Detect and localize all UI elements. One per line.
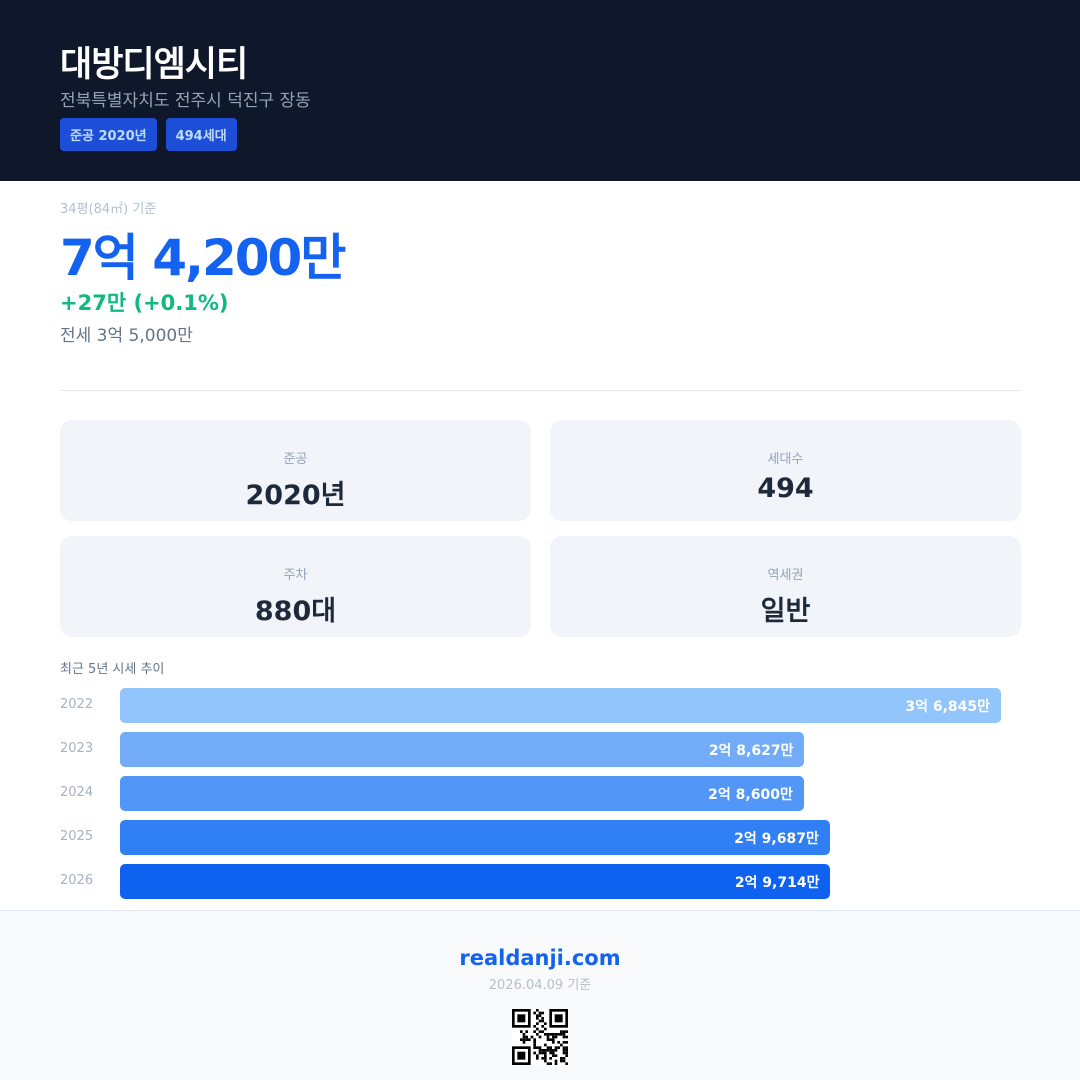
trend-title: 최근 5년 시세 추이 [60, 662, 165, 677]
bar-value-label: 2억 9,714만 [734, 874, 820, 891]
stat-value: 880대 [254, 596, 337, 627]
stat-value: 494 [757, 473, 814, 504]
jeonse-price: 전세 3억 5,000만 [60, 326, 193, 346]
bar-value-label: 2억 8,627만 [708, 742, 794, 759]
bar-value-label: 2억 8,600만 [708, 786, 793, 803]
badge-built-year: 준공 2020년 [60, 118, 157, 151]
reference-date: 2026.04.09 기준 [488, 978, 592, 993]
badge-households: 494세대 [165, 118, 237, 151]
sale-price: 7억 4,200만 [60, 229, 346, 287]
stat-label: 준공 [283, 452, 308, 467]
stat-card-built: 준공 2020년 [60, 420, 531, 521]
price-change: +27만 (+0.1%) [60, 291, 229, 315]
stat-card-station: 역세권 일반 [550, 536, 1021, 637]
stat-card-parking: 주차 880대 [60, 536, 531, 637]
address: 전북특별자치도 전주시 덕진구 장동 [60, 91, 311, 111]
bar: 2억 8,600만 [120, 776, 804, 811]
header: 대방디엠시티 전북특별자치도 전주시 덕진구 장동 준공 2020년 494세대 [0, 0, 1080, 181]
complex-title: 대방디엠시티 [60, 45, 248, 85]
footer: realdanji.com 2026.04.09 기준 [0, 910, 1080, 1080]
bar-row: 2026 2억 9,714만 [60, 864, 1020, 899]
year-label: 2022 [60, 697, 94, 712]
stat-value: 일반 [760, 596, 811, 627]
year-label: 2026 [60, 873, 94, 888]
bar-row: 2025 2억 9,687만 [60, 820, 1020, 855]
stat-value: 2020년 [245, 480, 346, 511]
qr-code [512, 1009, 568, 1065]
bar: 3억 6,845만 [120, 688, 1001, 723]
price-basis: 34평(84㎡) 기준 [60, 202, 157, 217]
stat-label: 역세권 [767, 568, 804, 583]
bar-row: 2023 2억 8,627만 [60, 732, 1020, 767]
year-label: 2023 [60, 741, 94, 756]
bar-row: 2024 2억 8,600만 [60, 776, 1020, 811]
bar-value-label: 3억 6,845만 [905, 698, 990, 715]
bar-row: 2022 3억 6,845만 [60, 688, 1020, 723]
bar: 2억 9,714만 [120, 864, 831, 899]
bar: 2억 9,687만 [120, 820, 830, 855]
year-label: 2025 [60, 829, 94, 844]
stat-card-households: 세대수 494 [550, 420, 1021, 521]
stat-label: 주차 [283, 568, 308, 583]
bar-value-label: 2억 9,687만 [734, 830, 819, 847]
site-link[interactable]: realdanji.com [459, 946, 621, 970]
stat-label: 세대수 [767, 452, 804, 467]
bar: 2억 8,627만 [120, 732, 805, 767]
year-label: 2024 [60, 785, 94, 800]
divider [60, 390, 1021, 391]
